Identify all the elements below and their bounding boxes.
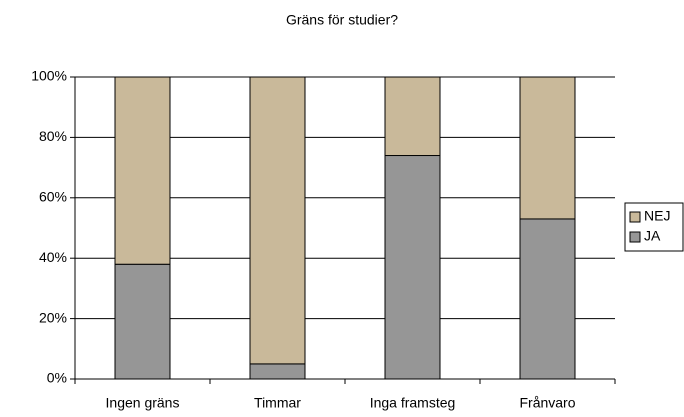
- bar-segment: [114, 76, 171, 265]
- x-tick-label: Inga framsteg: [370, 395, 456, 411]
- bar-segment: [384, 155, 441, 380]
- legend-swatch: [629, 211, 641, 223]
- x-tick-label: Frånvaro: [519, 395, 575, 411]
- legend-swatch: [629, 231, 641, 243]
- chart-title: Gräns för studier?: [286, 12, 398, 28]
- legend-label: NEJ: [644, 208, 670, 224]
- y-tick-label: 100%: [31, 68, 67, 84]
- y-tick-label: 0%: [47, 370, 67, 386]
- bar-segment: [384, 76, 441, 157]
- y-tick-label: 20%: [39, 309, 67, 325]
- bar-segment: [519, 218, 576, 380]
- y-tick-label: 80%: [39, 128, 67, 144]
- bar-segment: [249, 76, 306, 365]
- y-tick-label: 60%: [39, 189, 67, 205]
- legend-box: [624, 202, 684, 252]
- x-tick-label: Timmar: [254, 395, 301, 411]
- bar-segment: [519, 76, 576, 220]
- legend-label: JA: [644, 228, 661, 244]
- x-tick-label: Ingen gräns: [106, 395, 180, 411]
- y-tick-label: 40%: [39, 249, 67, 265]
- bar-segment: [114, 263, 171, 380]
- bar-segment: [249, 363, 306, 380]
